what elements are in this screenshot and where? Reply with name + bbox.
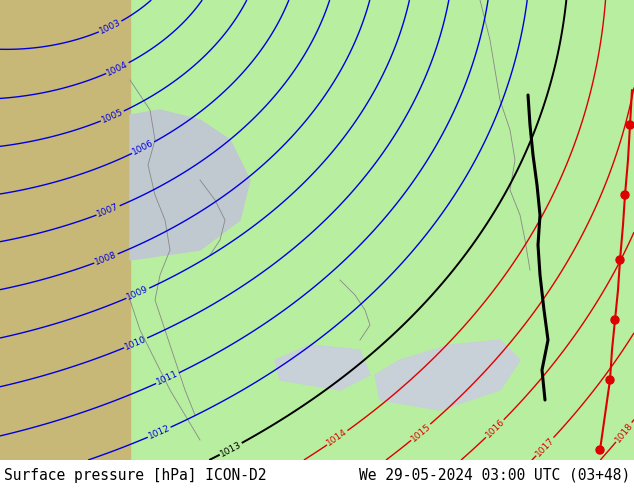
- Circle shape: [621, 191, 629, 199]
- Text: 1006: 1006: [131, 139, 155, 157]
- Text: 1012: 1012: [147, 423, 172, 441]
- Circle shape: [616, 256, 624, 264]
- Text: 1007: 1007: [96, 202, 120, 219]
- Text: 1005: 1005: [100, 107, 125, 125]
- Circle shape: [606, 376, 614, 384]
- Polygon shape: [130, 110, 250, 260]
- Text: 1003: 1003: [98, 18, 122, 36]
- Text: 1015: 1015: [409, 421, 432, 443]
- Circle shape: [596, 446, 604, 454]
- Text: 1018: 1018: [613, 420, 634, 444]
- Text: 1010: 1010: [124, 334, 148, 352]
- Polygon shape: [130, 0, 634, 460]
- Text: Surface pressure [hPa] ICON-D2: Surface pressure [hPa] ICON-D2: [4, 467, 266, 483]
- Text: 1017: 1017: [534, 435, 556, 458]
- Text: 1008: 1008: [94, 250, 119, 267]
- Text: 1004: 1004: [105, 59, 130, 77]
- Text: 1014: 1014: [325, 428, 349, 448]
- Polygon shape: [0, 0, 130, 460]
- Text: 1009: 1009: [126, 285, 150, 302]
- Circle shape: [626, 121, 634, 129]
- Text: We 29-05-2024 03:00 UTC (03+48): We 29-05-2024 03:00 UTC (03+48): [359, 467, 630, 483]
- Circle shape: [611, 316, 619, 324]
- Polygon shape: [275, 345, 370, 390]
- Text: 1013: 1013: [219, 440, 243, 458]
- Text: 1016: 1016: [484, 417, 507, 440]
- Text: 1011: 1011: [155, 369, 180, 387]
- Polygon shape: [375, 340, 520, 410]
